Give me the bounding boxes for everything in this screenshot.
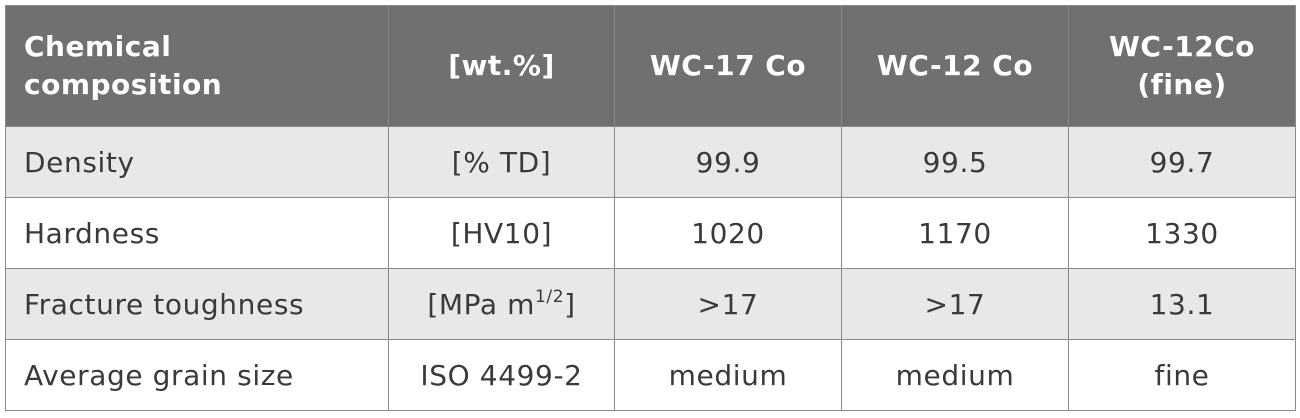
table-cell: >17 [841,268,1069,340]
table-cell: Fracture toughness [5,268,389,340]
table-row: Hardness [HV10] 1020 1170 1330 [5,197,1296,269]
cell-text: Average grain size [24,358,294,392]
table-cell: 99.5 [841,126,1069,198]
table-cell: 1020 [614,197,842,269]
table-row: Density [% TD] 99.9 99.5 99.7 [5,126,1296,198]
table-cell: medium [841,339,1069,411]
property-table: Chemical composition [wt.%] WC-17 Co WC-12 … [5,5,1296,411]
table-body: Density [% TD] 99.9 99.5 99.7 Hardness [HV10] 1… [5,126,1296,411]
cell-text: medium [668,358,788,392]
cell-text: 99.9 [695,145,761,179]
header-cell: WC-12 Co [841,5,1069,127]
table-header: Chemical composition [wt.%] WC-17 Co WC-12 … [5,5,1296,127]
cell-text: >17 [697,287,759,321]
table-cell: [MPa m1/2] [388,268,615,340]
header-row: Chemical composition [wt.%] WC-17 Co WC-12 … [5,5,1296,127]
cell-text: 1020 [691,216,765,250]
table-cell: [% TD] [388,126,615,198]
header-cell: WC-17 Co [614,5,842,127]
header-cell: Chemical composition [5,5,389,127]
table-cell: 99.7 [1068,126,1296,198]
header-text: WC-12Co (fine) [1109,30,1255,101]
table-cell: fine [1068,339,1296,411]
header-text: [wt.%] [448,49,555,82]
cell-text: [HV10] [450,216,553,250]
table-cell: medium [614,339,842,411]
table-row: Fracture toughness [MPa m1/2] >17 >17 13.1 [5,268,1296,340]
cell-text: Fracture toughness [24,287,305,321]
table-cell: Hardness [5,197,389,269]
cell-text: fine [1154,358,1210,392]
header-text: WC-12 Co [876,49,1034,82]
cell-text: >17 [924,287,986,321]
cell-text: 1330 [1145,216,1219,250]
cell-text: 1170 [918,216,992,250]
table-cell: 1170 [841,197,1069,269]
cell-text: Hardness [24,216,160,250]
table-cell: ISO 4499-2 [388,339,615,411]
table-row: Average grain size ISO 4499-2 medium medium… [5,339,1296,411]
table-cell: 99.9 [614,126,842,198]
cell-text: [% TD] [451,145,552,179]
cell-text: ] [564,287,576,321]
header-cell: [wt.%] [388,5,615,127]
table-cell: 1330 [1068,197,1296,269]
table-cell: Density [5,126,389,198]
cell-text: medium [895,358,1015,392]
table-cell: Average grain size [5,339,389,411]
header-text: WC-17 Co [649,49,807,82]
table-cell: 13.1 [1068,268,1296,340]
cell-text: [MPa m [427,287,535,321]
table-cell: >17 [614,268,842,340]
header-cell: WC-12Co (fine) [1068,5,1296,127]
header-text: Chemical composition [24,30,223,101]
cell-text: ISO 4499-2 [420,358,583,392]
cell-text: 99.7 [1149,145,1215,179]
cell-superscript: 1/2 [534,286,565,307]
table-cell: [HV10] [388,197,615,269]
cell-text: 13.1 [1149,287,1215,321]
cell-text: Density [24,145,135,179]
cell-text: 99.5 [922,145,988,179]
